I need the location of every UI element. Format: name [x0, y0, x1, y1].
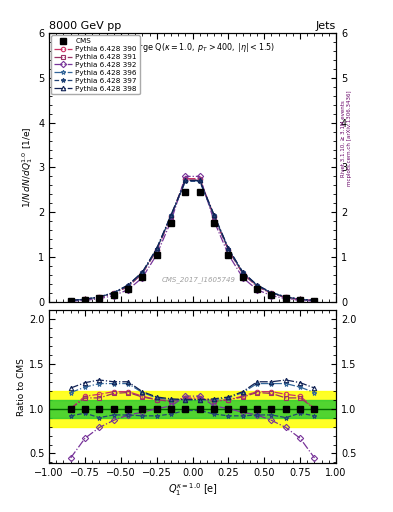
- Text: 8000 GeV pp: 8000 GeV pp: [49, 21, 121, 31]
- Bar: [49, 400, 336, 418]
- Text: CMS_2017_I1605749: CMS_2017_I1605749: [161, 276, 235, 283]
- Bar: [49, 391, 336, 426]
- Y-axis label: $1/N\,dN/dQ_1^{1.0}$ [1/e]: $1/N\,dN/dQ_1^{1.0}$ [1/e]: [20, 126, 35, 208]
- Y-axis label: Ratio to CMS: Ratio to CMS: [17, 358, 26, 416]
- X-axis label: $Q_1^{\kappa=1.0}$ [e]: $Q_1^{\kappa=1.0}$ [e]: [167, 481, 218, 498]
- Text: Jets: Jets: [316, 21, 336, 31]
- Text: mcplots.cern.ch [arXiv:1306.3436]: mcplots.cern.ch [arXiv:1306.3436]: [347, 91, 352, 186]
- Text: Jet Charge Q$(\kappa{=}1.0,\;p_T{>}400,\;|\eta|{<}1.5)$: Jet Charge Q$(\kappa{=}1.0,\;p_T{>}400,\…: [110, 41, 275, 54]
- Legend: CMS, Pythia 6.428 390, Pythia 6.428 391, Pythia 6.428 392, Pythia 6.428 396, Pyt: CMS, Pythia 6.428 390, Pythia 6.428 391,…: [51, 35, 140, 94]
- Text: Rivet 3.1.10, ≥ 3.1M events: Rivet 3.1.10, ≥ 3.1M events: [341, 100, 346, 177]
